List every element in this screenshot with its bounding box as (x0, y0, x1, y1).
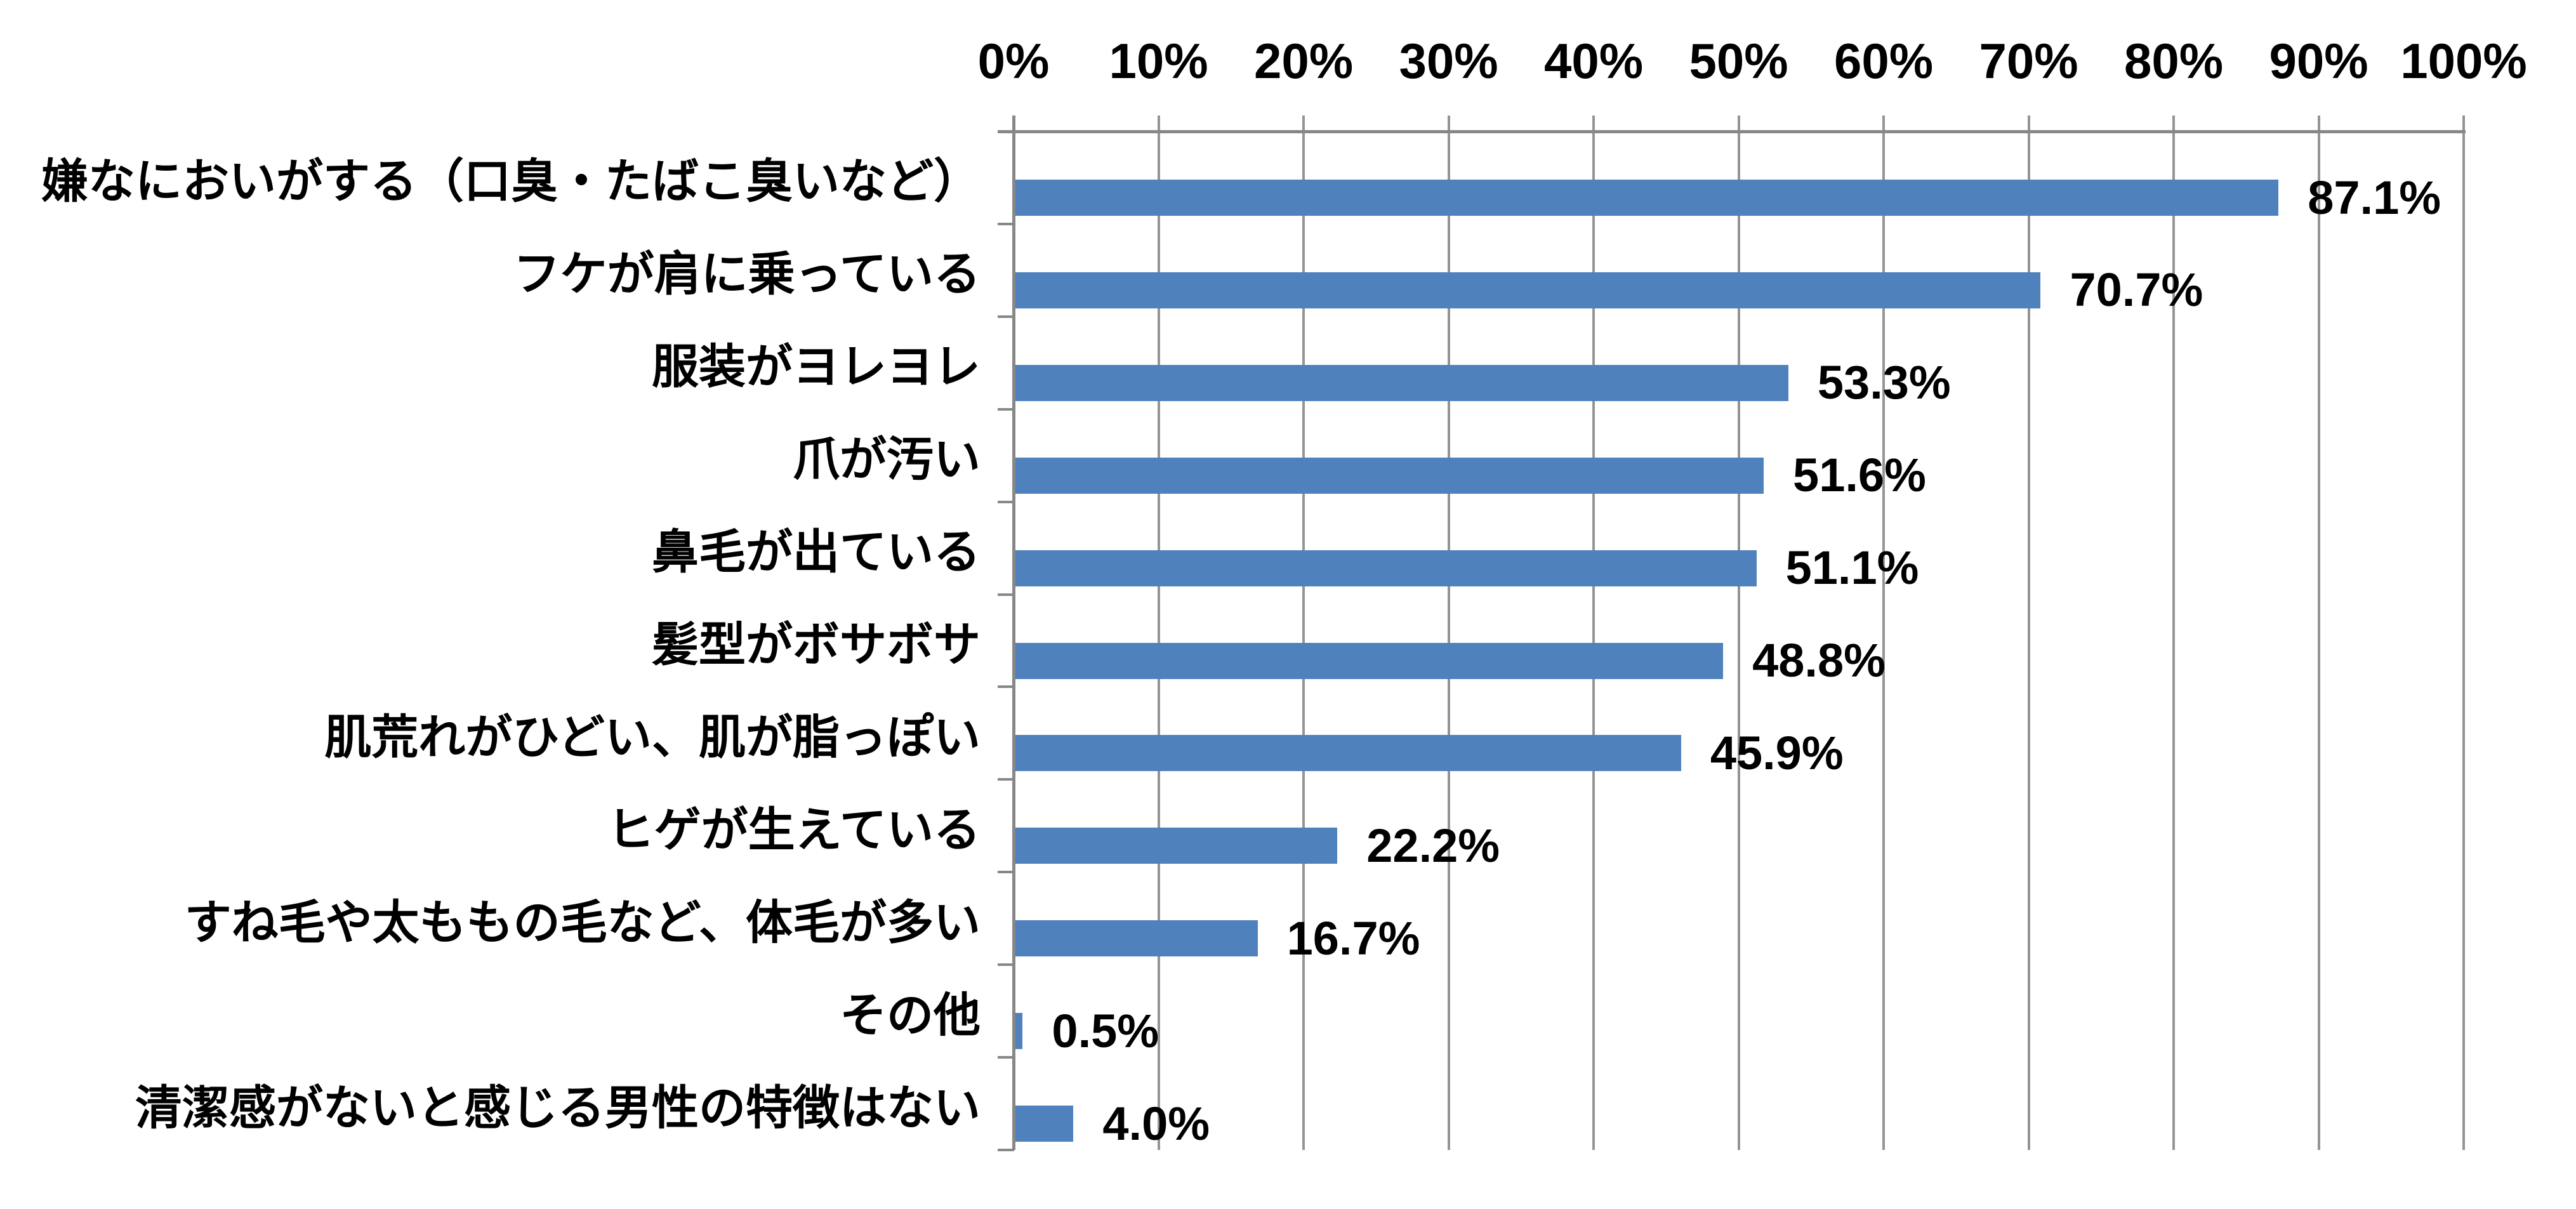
category-label: 嫌なにおいがする（口臭・たばこ臭いなど） (41, 155, 981, 208)
category-label: 爪が汚い (793, 433, 981, 486)
category-axis-tick (998, 871, 1014, 874)
x-axis-tick-label: 100% (2400, 33, 2527, 89)
value-label: 53.3% (1817, 356, 1951, 409)
bar (1015, 828, 1338, 864)
value-label: 16.7% (1286, 911, 1420, 965)
gridline (1882, 116, 1885, 1150)
gridline (1447, 116, 1450, 1150)
category-label: すね毛や太ももの毛など、体毛が多い (184, 895, 981, 949)
category-axis-tick (998, 130, 1014, 133)
bar (1015, 457, 1764, 494)
x-axis-tick-label: 80% (2124, 33, 2224, 89)
value-label: 22.2% (1366, 819, 1500, 872)
x-axis-tick-label: 0% (977, 33, 1050, 89)
category-label: 清潔感がないと感じる男性の特徴はない (135, 1081, 981, 1134)
gridline (2462, 116, 2465, 1150)
category-label: 鼻毛が出ている (652, 525, 981, 579)
y-axis-line (1012, 116, 1015, 1150)
bar (1015, 180, 2279, 216)
gridline (1737, 116, 1740, 1150)
value-label: 4.0% (1102, 1097, 1210, 1150)
category-axis-tick (998, 407, 1014, 411)
x-axis-tick-label: 40% (1543, 33, 1644, 89)
category-axis-tick (998, 1056, 1014, 1059)
value-label: 45.9% (1710, 726, 1844, 779)
value-label: 0.5% (1052, 1004, 1159, 1057)
category-axis-tick (998, 1149, 1014, 1151)
category-label: 肌荒れがひどい、肌が脂っぽい (324, 710, 981, 763)
category-label: その他 (840, 988, 981, 1041)
category-axis-tick (998, 222, 1014, 225)
category-axis-tick (998, 685, 1014, 689)
bar (1015, 920, 1258, 957)
gridline (1592, 116, 1595, 1150)
category-axis-tick (998, 315, 1014, 318)
value-label: 51.6% (1793, 449, 1926, 502)
bar (1015, 735, 1681, 772)
category-axis-tick (998, 778, 1014, 781)
x-axis-tick-label: 20% (1253, 33, 1354, 89)
category-label: フケが肩に乗っている (513, 248, 981, 301)
value-label: 87.1% (2308, 171, 2441, 224)
x-axis-tick-label: 30% (1399, 33, 1498, 89)
gridline (1302, 116, 1305, 1150)
value-label: 51.1% (1785, 541, 1919, 595)
category-axis-tick (998, 593, 1014, 596)
category-label: 服装がヨレヨレ (652, 340, 981, 393)
x-axis-tick-label: 90% (2269, 33, 2368, 89)
bar (1015, 364, 1788, 401)
category-axis-tick (998, 500, 1014, 503)
x-axis-tick-label: 50% (1689, 33, 1788, 89)
bar (1015, 1013, 1023, 1050)
gridline (1157, 116, 1160, 1150)
x-axis-line (998, 130, 2466, 133)
x-axis-tick-label: 60% (1833, 33, 1934, 89)
bar (1015, 550, 1757, 586)
bar (1015, 642, 1724, 679)
x-axis-tick-label: 10% (1109, 33, 1208, 89)
value-label: 70.7% (2070, 263, 2203, 317)
x-axis-tick-label: 70% (1979, 33, 2078, 89)
category-axis-tick (998, 963, 1014, 967)
category-label: 髪型がボサボサ (652, 618, 981, 671)
category-label: ヒゲが生えている (607, 803, 981, 856)
gridline (2027, 116, 2030, 1150)
gridline (2172, 116, 2175, 1150)
bar (1015, 272, 2041, 308)
gridline (2317, 116, 2320, 1150)
value-label: 48.8% (1752, 634, 1886, 687)
bar (1015, 1106, 1074, 1142)
